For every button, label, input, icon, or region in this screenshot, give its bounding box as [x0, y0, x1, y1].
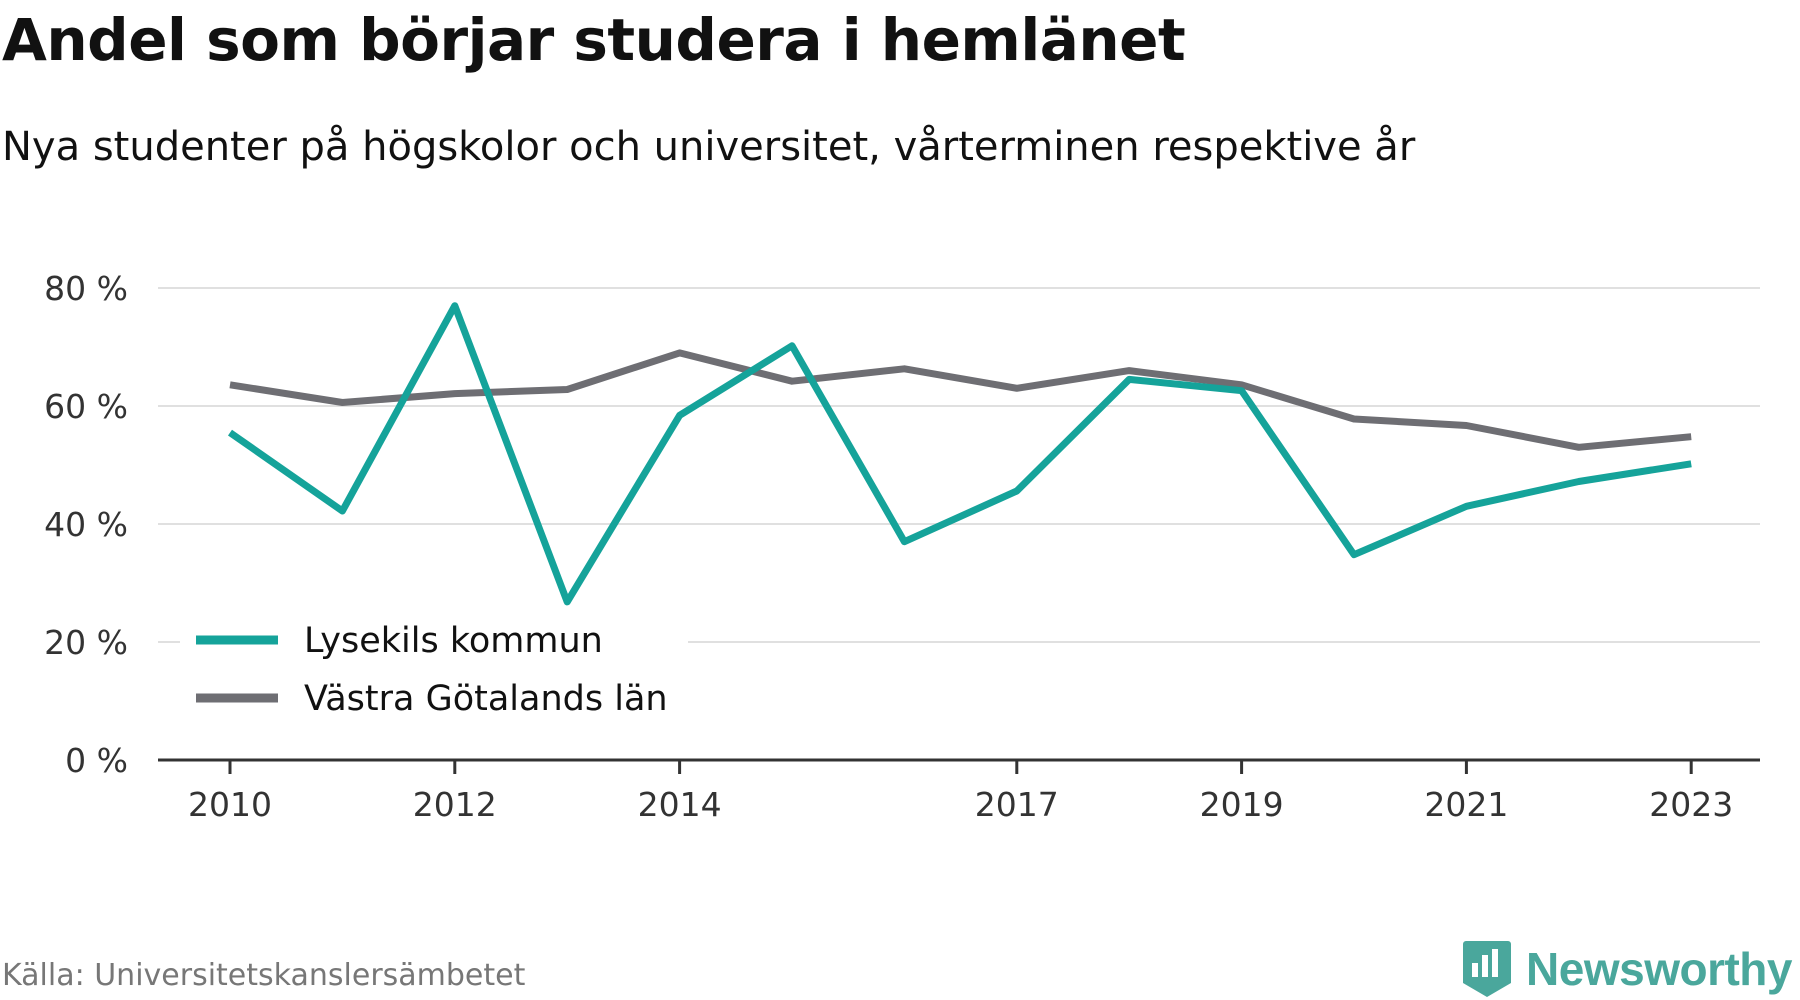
chart-subtitle: Nya studenter på högskolor och universit… [2, 124, 1416, 170]
x-tick-label: 2010 [188, 785, 272, 824]
x-tick-label: 2019 [1200, 785, 1284, 824]
brand-logo: Newsworthy [1462, 938, 1792, 1000]
y-tick-label: 0 % [65, 741, 128, 780]
y-tick-label: 80 % [44, 269, 128, 308]
source-note: Källa: Universitetskanslersämbetet [2, 958, 526, 993]
line-chart: 0 % 20 % 40 % 60 % 80 % 2010 2012 2014 2017 2019… [44, 269, 1760, 824]
series-lines [227, 302, 1692, 606]
y-tick-label: 40 % [44, 505, 128, 544]
brand-name: Newsworthy [1526, 943, 1792, 995]
series-line-vastra-gotaland [229, 349, 1692, 451]
y-tick-label: 20 % [44, 623, 128, 662]
legend: Lysekils kommun Västra Götalands län [180, 612, 688, 734]
x-axis-ticks: 2010 2012 2014 2017 2019 2021 2023 [188, 760, 1733, 824]
grid-lines [158, 287, 1760, 643]
legend-label: Lysekils kommun [304, 621, 603, 661]
x-tick-label: 2012 [413, 785, 497, 824]
y-axis-ticks: 0 % 20 % 40 % 60 % 80 % [44, 269, 128, 780]
legend-background [180, 612, 688, 734]
x-tick-label: 2014 [638, 785, 722, 824]
y-tick-label: 60 % [44, 387, 128, 426]
legend-label: Västra Götalands län [304, 679, 668, 719]
x-tick-label: 2017 [975, 785, 1059, 824]
bar-chart-badge-icon [1463, 941, 1512, 997]
series-line-lysekil [227, 302, 1692, 606]
chart-title: Andel som börjar studera i hemlänet [2, 6, 1186, 74]
x-tick-label: 2021 [1424, 785, 1508, 824]
x-tick-label: 2023 [1649, 785, 1733, 824]
